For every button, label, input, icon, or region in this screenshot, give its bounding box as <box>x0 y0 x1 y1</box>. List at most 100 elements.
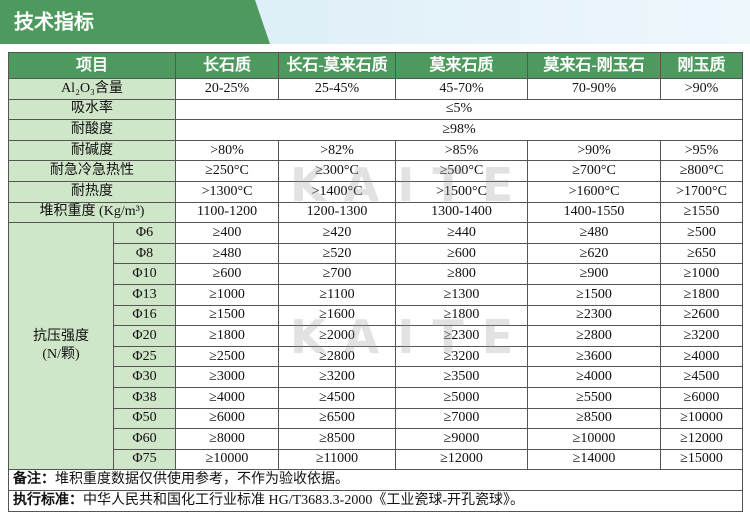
cell: >1400°C <box>278 180 397 203</box>
row-label: 耐热度 <box>7 180 177 203</box>
cell: ≥2800 <box>527 325 662 347</box>
table-row: 耐碱度 >80% >82% >85% >90% >95% <box>7 139 744 162</box>
cell: ≥700 <box>278 263 397 285</box>
cell: ≥5500 <box>527 386 662 409</box>
cell: ≤5% <box>175 98 744 121</box>
cell: ≥250°C <box>175 160 280 182</box>
cell: ≥15000 <box>660 448 744 471</box>
cell: 25-45% <box>278 78 397 100</box>
cell: >1700°C <box>660 180 744 203</box>
cell: >1500°C <box>395 180 529 203</box>
note: 备注：堆积重度数据仅供使用参考，不作为验收依据。 <box>7 469 744 492</box>
header-cell: 长石质 <box>175 52 280 79</box>
spec-table: 项目 长石质 长石-莫来石质 莫来石质 莫来石-刚玉石 刚玉质 Al₂O₃含量 20-25% 2… <box>7 52 744 513</box>
cell: ≥300°C <box>278 160 397 182</box>
cell: ≥1800 <box>660 283 744 306</box>
label-line: (N/颗) <box>42 347 80 363</box>
table-row: Φ16 ≥1500 ≥1600 ≥1800 ≥2300 ≥2600 <box>9 304 744 327</box>
size-label: Φ16 <box>112 304 177 327</box>
cell: ≥12000 <box>395 448 529 471</box>
cell: ≥1800 <box>175 325 280 347</box>
cell: 45-70% <box>395 78 529 100</box>
cell: ≥1100 <box>278 283 397 306</box>
cell: ≥12000 <box>660 428 744 450</box>
cell: >85% <box>395 139 529 162</box>
size-label: Φ38 <box>112 386 177 409</box>
cell: ≥1000 <box>175 283 280 306</box>
size-label: Φ13 <box>112 283 177 306</box>
cell: ≥420 <box>278 222 397 244</box>
note-text: 堆积重度数据仅供使用参考，不作为验收依据。 <box>55 472 349 488</box>
table-row: 堆积重度 (Kg/m³) 1100-1200 1200-1300 1300-1400 1… <box>7 201 744 224</box>
table-row: 抗压强度 (N/颗) Φ6 ≥400 ≥420 ≥440 ≥480 ≥500 <box>8 222 744 471</box>
cell: ≥8500 <box>278 428 397 450</box>
cell: ≥7000 <box>395 407 529 430</box>
cell: >90% <box>527 139 662 162</box>
cell: ≥1800 <box>395 304 529 327</box>
cell: 1300-1400 <box>395 201 529 224</box>
cell: ≥4000 <box>527 366 662 388</box>
table-row: Φ38 ≥4000 ≥4500 ≥5000 ≥5500 ≥6000 <box>9 386 744 409</box>
cell: ≥3600 <box>527 345 662 368</box>
cell: ≥10000 <box>175 448 280 471</box>
cell: ≥6000 <box>660 386 744 409</box>
cell: ≥98% <box>175 119 744 141</box>
cell: ≥3000 <box>175 366 280 388</box>
title-banner: 技术指标 <box>0 0 750 44</box>
cell: ≥3200 <box>395 345 529 368</box>
cell: >95% <box>660 139 744 162</box>
note-label: 备注： <box>13 472 55 488</box>
note-label: 执行标准： <box>13 493 83 509</box>
cell: ≥8500 <box>527 407 662 430</box>
table-row: Φ25 ≥2500 ≥2800 ≥3200 ≥3600 ≥4000 <box>9 345 744 368</box>
cell: ≥800°C <box>660 160 744 182</box>
row-label: 耐酸度 <box>7 119 177 141</box>
cell: 1400-1550 <box>527 201 662 224</box>
cell: ≥14000 <box>527 448 662 471</box>
row-label: 堆积重度 (Kg/m³) <box>7 201 177 224</box>
header-cell: 刚玉质 <box>660 52 744 79</box>
cell: ≥1550 <box>660 201 744 224</box>
row-label: 耐碱度 <box>7 139 177 162</box>
table-row: 吸水率 ≤5% <box>7 98 744 121</box>
cell: ≥8000 <box>175 428 280 450</box>
size-label: Φ75 <box>112 448 177 471</box>
cell: >82% <box>278 139 397 162</box>
cell: ≥440 <box>395 222 529 244</box>
cell: ≥2500 <box>175 345 280 368</box>
cell: >90% <box>660 78 744 100</box>
cell: >1300°C <box>175 180 280 203</box>
cell: ≥900 <box>527 263 662 285</box>
cell: ≥5000 <box>395 386 529 409</box>
cell: 70-90% <box>527 78 662 100</box>
table-row: Φ13 ≥1000 ≥1100 ≥1300 ≥1500 ≥1800 <box>9 283 744 306</box>
cell: ≥6000 <box>175 407 280 430</box>
table-row: Φ60 ≥8000 ≥8500 ≥9000 ≥10000 ≥12000 <box>9 428 744 450</box>
size-label: Φ6 <box>112 222 177 244</box>
label-line: 抗压强度 <box>33 329 89 345</box>
size-label: Φ8 <box>112 242 177 265</box>
cell: ≥3200 <box>660 325 744 347</box>
header-cell: 项目 <box>7 52 177 79</box>
cell: 1200-1300 <box>278 201 397 224</box>
cell: ≥4500 <box>278 386 397 409</box>
cell: ≥620 <box>527 242 662 265</box>
table-row: Φ75 ≥10000 ≥11000 ≥12000 ≥14000 ≥15000 <box>9 448 744 471</box>
size-label: Φ30 <box>112 366 177 388</box>
cell: ≥2600 <box>660 304 744 327</box>
size-label: Φ10 <box>112 263 177 285</box>
cell: ≥1000 <box>660 263 744 285</box>
cell: ≥800 <box>395 263 529 285</box>
note-text: 中华人民共和国化工行业标准 HG/T3683.3-2000《工业瓷球-开孔瓷球》… <box>83 493 524 509</box>
table-row: Φ20 ≥1800 ≥2000 ≥2300 ≥2800 ≥3200 <box>9 325 744 347</box>
cell: ≥4500 <box>660 366 744 388</box>
banner-tab <box>0 0 270 44</box>
title: 技术指标 <box>14 10 94 34</box>
header-cell: 长石-莫来石质 <box>278 52 397 79</box>
size-label: Φ50 <box>112 407 177 430</box>
table-row: Al₂O₃含量 20-25% 25-45% 45-70% 70-90% >90% <box>7 78 744 100</box>
cell: ≥1600 <box>278 304 397 327</box>
row-label: 耐急冷急热性 <box>7 160 177 182</box>
cell: ≥1300 <box>395 283 529 306</box>
